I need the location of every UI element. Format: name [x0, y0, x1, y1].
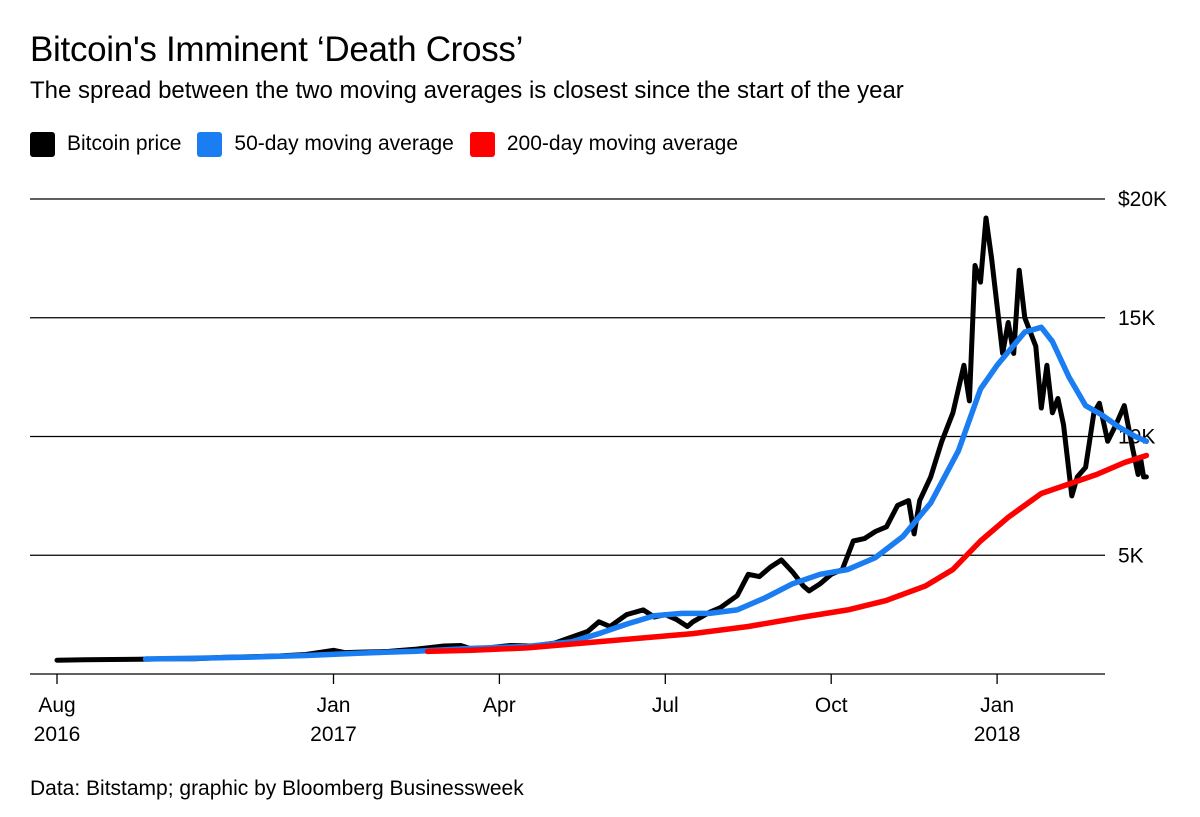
y-tick-label: 15K: [1118, 307, 1155, 330]
legend-item-50day: 50-day moving average: [197, 131, 454, 157]
x-tick-year-label: 2018: [974, 723, 1021, 746]
legend-swatch-price: [30, 131, 55, 157]
x-tick-label: Jan: [317, 694, 351, 717]
chart-title: Bitcoin's Imminent ‘Death Cross’: [30, 30, 524, 69]
legend-label-price: Bitcoin price: [67, 132, 182, 155]
source-note: Data: Bitstamp; graphic by Bloomberg Bus…: [30, 777, 524, 800]
legend-item-200day: 200-day moving average: [469, 131, 739, 157]
legend-label-50day: 50-day moving average: [234, 132, 454, 155]
x-tick-year-label: 2016: [34, 723, 81, 746]
y-tick-label: $20K: [1118, 188, 1167, 211]
legend-label-200day: 200-day moving average: [506, 132, 739, 155]
legend-swatch-50day: [197, 131, 223, 157]
series-line-200day: [424, 452, 1150, 655]
x-tick-year-label: 2017: [310, 723, 357, 746]
x-tick-label: Jul: [652, 694, 679, 717]
x-tick-label: Aug: [38, 694, 75, 717]
x-tick-label: Jan: [980, 694, 1014, 717]
legend-swatch-200day: [469, 131, 495, 157]
y-tick-label: 5K: [1118, 544, 1144, 567]
legend: Bitcoin price 50-day moving average 200-…: [30, 130, 754, 158]
legend-item-price: Bitcoin price: [30, 131, 182, 157]
x-tick-label: Oct: [815, 694, 848, 717]
x-tick-label: Apr: [483, 694, 516, 717]
series-line-price: [54, 215, 1149, 663]
chart-subtitle: The spread between the two moving averag…: [30, 77, 904, 104]
